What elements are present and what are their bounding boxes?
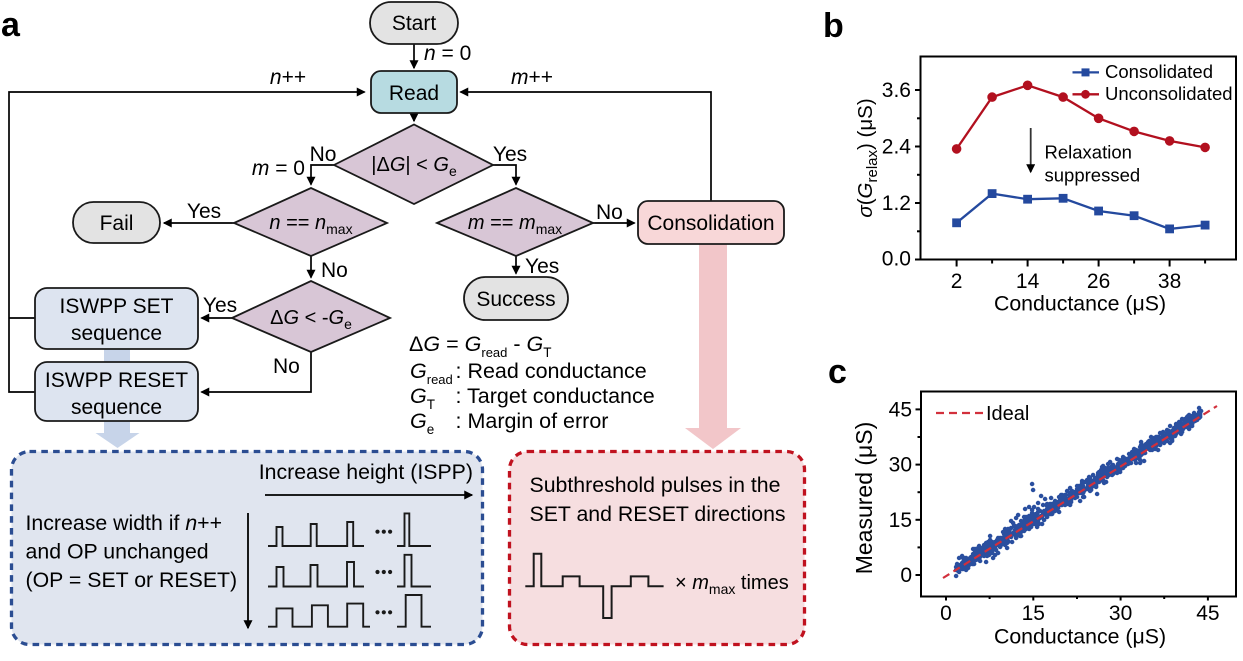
svg-text:sequence: sequence bbox=[71, 322, 162, 345]
svg-text:Yes: Yes bbox=[525, 255, 559, 278]
svg-text:Start: Start bbox=[392, 12, 437, 35]
svg-text:and OP unchanged: and OP unchanged bbox=[26, 540, 209, 564]
svg-text:: Margin of error: : Margin of error bbox=[456, 409, 609, 433]
svg-text:|ΔG| < Ge: |ΔG| < Ge bbox=[371, 154, 457, 179]
svg-text:GT: GT bbox=[410, 384, 435, 412]
svg-text:No: No bbox=[596, 201, 623, 224]
svg-text:: Read conductance: : Read conductance bbox=[456, 359, 647, 383]
svg-text:Conductance (μS): Conductance (μS) bbox=[994, 625, 1166, 649]
svg-text:Yes: Yes bbox=[187, 200, 221, 223]
svg-text:Increase height (ISPP): Increase height (ISPP) bbox=[259, 460, 473, 484]
svg-text:15: 15 bbox=[1022, 602, 1045, 625]
svg-text:sequence: sequence bbox=[71, 396, 162, 419]
svg-text:2: 2 bbox=[951, 270, 963, 293]
svg-text:45: 45 bbox=[1196, 602, 1219, 625]
svg-text:Gread: Gread bbox=[410, 359, 453, 387]
svg-text:Ge: Ge bbox=[410, 409, 434, 437]
svg-text:σ(Grelax) (μS): σ(Grelax) (μS) bbox=[854, 98, 881, 217]
svg-text:1.2: 1.2 bbox=[882, 192, 911, 215]
svg-text:ISWPP RESET: ISWPP RESET bbox=[45, 369, 188, 392]
svg-text:m = 0: m = 0 bbox=[252, 157, 305, 180]
svg-text:No: No bbox=[321, 259, 348, 282]
svg-text:Conductance (μS): Conductance (μS) bbox=[994, 292, 1166, 316]
svg-text:Consolidation: Consolidation bbox=[647, 212, 774, 235]
svg-text:b: b bbox=[823, 7, 844, 45]
svg-text:n = 0: n = 0 bbox=[424, 42, 471, 65]
svg-text:ΔG = Gread - GT: ΔG = Gread - GT bbox=[409, 332, 551, 360]
svg-text:No: No bbox=[273, 355, 300, 378]
svg-text:ΔG < -Ge: ΔG < -Ge bbox=[270, 307, 352, 332]
svg-text:m++: m++ bbox=[511, 66, 553, 89]
svg-text:Success: Success bbox=[476, 288, 555, 311]
svg-text:suppressed: suppressed bbox=[1045, 165, 1141, 186]
svg-text:n++: n++ bbox=[270, 66, 306, 89]
svg-text:Read: Read bbox=[389, 82, 439, 105]
svg-text:SET and RESET directions: SET and RESET directions bbox=[530, 502, 786, 526]
svg-text:c: c bbox=[828, 353, 847, 391]
svg-text:30: 30 bbox=[889, 454, 912, 477]
svg-text:ISWPP SET: ISWPP SET bbox=[60, 295, 174, 318]
svg-text:Unconsolidated: Unconsolidated bbox=[1105, 83, 1233, 104]
svg-text:(OP = SET or RESET): (OP = SET or RESET) bbox=[26, 568, 238, 592]
svg-text:0: 0 bbox=[940, 602, 952, 625]
svg-text:Fail: Fail bbox=[100, 212, 134, 235]
svg-text:Yes: Yes bbox=[493, 143, 527, 166]
svg-text:45: 45 bbox=[889, 398, 912, 421]
svg-text:No: No bbox=[310, 143, 337, 166]
svg-text:0: 0 bbox=[900, 564, 912, 587]
svg-text:Yes: Yes bbox=[203, 294, 237, 317]
svg-text:Subthreshold pulses in the: Subthreshold pulses in the bbox=[530, 473, 781, 497]
svg-text:14: 14 bbox=[1016, 270, 1040, 293]
svg-text:: Target conductance: : Target conductance bbox=[456, 384, 655, 408]
svg-text:Increase width if n++: Increase width if n++ bbox=[26, 511, 223, 535]
svg-text:2.4: 2.4 bbox=[882, 136, 912, 159]
svg-text:0.0: 0.0 bbox=[882, 248, 911, 271]
svg-text:Relaxation: Relaxation bbox=[1045, 142, 1132, 163]
svg-text:38: 38 bbox=[1158, 270, 1181, 293]
svg-text:Ideal: Ideal bbox=[986, 403, 1029, 425]
svg-text:3.6: 3.6 bbox=[882, 79, 911, 102]
svg-text:a: a bbox=[1, 6, 21, 44]
svg-text:15: 15 bbox=[889, 509, 912, 532]
svg-text:Consolidated: Consolidated bbox=[1105, 61, 1213, 82]
svg-text:Measured (μS): Measured (μS) bbox=[851, 422, 877, 575]
svg-text:26: 26 bbox=[1087, 270, 1110, 293]
svg-text:30: 30 bbox=[1109, 602, 1132, 625]
